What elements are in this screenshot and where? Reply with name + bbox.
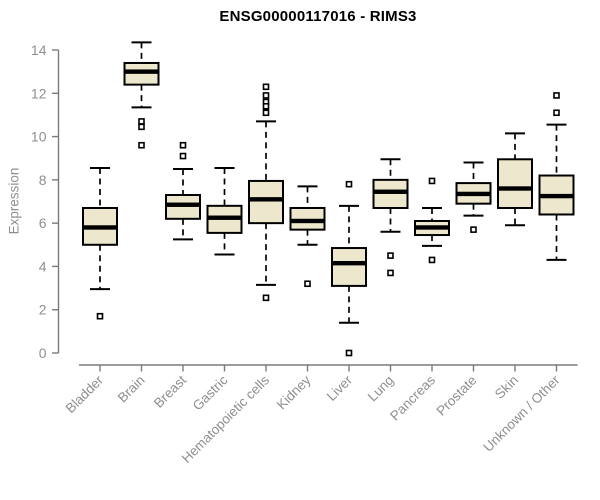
- x-tick-label-kidney: Kidney: [274, 372, 314, 412]
- boxplot-prostate: [455, 161, 492, 233]
- outlier-point: [387, 252, 394, 259]
- iqr-box: [331, 247, 367, 287]
- median-line: [415, 225, 449, 230]
- outlier-point: [345, 349, 353, 357]
- outlier-point: [470, 226, 477, 233]
- median-line: [539, 193, 574, 199]
- y-tick-label: 10: [31, 129, 47, 145]
- boxplot-gastric: [206, 166, 243, 256]
- y-axis: 0 2 4 6 8 10 12 14: [31, 42, 60, 361]
- outlier-point: [304, 280, 311, 288]
- outlier-point: [428, 177, 436, 185]
- boxplot-breast: [165, 141, 201, 241]
- median-line: [290, 218, 325, 224]
- y-tick-label: 6: [39, 215, 47, 231]
- outlier-point: [138, 118, 145, 125]
- median-line: [332, 260, 366, 266]
- x-tick-label-breast: Breast: [151, 372, 189, 410]
- iqr-box: [248, 179, 284, 225]
- y-tick-label: 14: [31, 42, 47, 58]
- median-line: [124, 69, 159, 74]
- outlier-point: [138, 123, 145, 131]
- boxplot-liver: [331, 180, 367, 357]
- x-tick-label-prostate: Prostate: [433, 373, 479, 419]
- boxplot-skin: [497, 132, 533, 227]
- y-tick-label: 2: [39, 302, 47, 318]
- median-line: [373, 189, 408, 194]
- boxplot-unknown-other: [538, 92, 575, 261]
- median-line: [166, 202, 200, 207]
- outlier-point: [262, 102, 270, 110]
- outlier-point: [179, 141, 187, 149]
- outlier-point: [345, 180, 353, 188]
- outlier-point: [179, 152, 187, 160]
- outlier-point: [262, 109, 270, 117]
- y-tick-label: 8: [39, 172, 47, 188]
- boxplot-kidney: [289, 185, 326, 288]
- iqr-box: [497, 158, 533, 209]
- x-tick-label-liver: Liver: [324, 372, 356, 404]
- y-tick-label: 0: [39, 345, 47, 361]
- y-tick-label: 4: [39, 258, 47, 274]
- y-tick-label: 12: [31, 85, 47, 101]
- outlier-point: [262, 83, 270, 91]
- boxplot-bladder: [82, 166, 118, 320]
- outlier-point: [553, 92, 560, 99]
- x-tick-label-gastric: Gastric: [190, 372, 231, 413]
- outlier-point: [96, 312, 104, 320]
- boxplot-lung: [372, 158, 409, 277]
- outlier-point: [553, 109, 560, 117]
- x-tick-label-unknown-other: Unknown / Other: [480, 372, 563, 455]
- x-tick-label-pancreas: Pancreas: [387, 372, 438, 423]
- x-tick-label-skin: Skin: [492, 373, 521, 402]
- outlier-point: [262, 294, 270, 302]
- median-line: [249, 197, 283, 202]
- outlier-point: [387, 269, 394, 277]
- x-tick-label-lung: Lung: [365, 373, 397, 405]
- median-line: [83, 225, 117, 230]
- chart-title: ENSG00000117016 - RIMS3: [219, 8, 417, 25]
- median-line: [456, 191, 491, 197]
- outlier-point: [428, 256, 436, 264]
- median-line: [498, 186, 532, 191]
- boxplot-hematopoietic-cells: [248, 83, 284, 302]
- x-tick-label-brain: Brain: [115, 373, 148, 406]
- boxplot-brain: [123, 41, 160, 149]
- x-tick-label-bladder: Bladder: [63, 372, 107, 416]
- outlier-point: [138, 141, 145, 149]
- median-line: [207, 215, 242, 220]
- boxplot-pancreas: [414, 177, 450, 264]
- outlier-point: [262, 92, 270, 99]
